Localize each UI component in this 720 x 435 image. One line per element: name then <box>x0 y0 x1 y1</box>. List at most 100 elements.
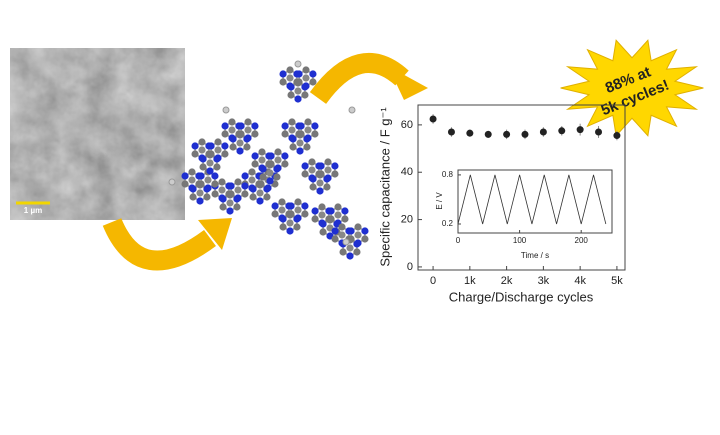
x-tick-label: 3k <box>538 275 550 287</box>
atom <box>308 166 316 174</box>
atom <box>191 142 199 150</box>
atom <box>273 173 281 181</box>
atom <box>258 148 266 156</box>
atom <box>189 185 197 193</box>
atom <box>266 169 274 177</box>
x-tick-label: 100 <box>513 236 527 245</box>
molecule <box>168 60 369 260</box>
atom <box>234 186 242 194</box>
atom <box>263 185 271 193</box>
atom <box>188 168 196 176</box>
atom <box>259 173 267 181</box>
atom <box>346 252 354 260</box>
point <box>466 129 474 137</box>
atom <box>331 162 339 170</box>
atom <box>309 183 317 191</box>
atom <box>228 118 236 126</box>
atom <box>354 231 362 239</box>
atom <box>346 244 354 252</box>
point <box>613 132 621 140</box>
atom <box>286 211 294 219</box>
atom <box>249 185 257 193</box>
point <box>539 128 547 136</box>
atom <box>251 130 259 138</box>
atom <box>279 215 287 223</box>
atom <box>219 195 227 203</box>
inset-x-label: Time / s <box>521 251 549 260</box>
atom <box>309 70 317 78</box>
atom <box>229 143 237 151</box>
atom <box>244 118 252 126</box>
atom <box>281 122 289 130</box>
atom <box>221 130 229 138</box>
atom <box>226 191 234 199</box>
atom <box>301 83 309 91</box>
atom <box>294 95 302 103</box>
atom <box>286 74 294 82</box>
atom <box>286 227 294 235</box>
atom <box>236 131 244 139</box>
atom <box>249 193 257 201</box>
atom <box>341 207 349 215</box>
point <box>595 128 603 136</box>
atom <box>318 203 326 211</box>
sem-texture <box>10 48 185 220</box>
atom <box>248 168 256 176</box>
y-tick-label: 0.8 <box>442 170 454 179</box>
atom <box>288 118 296 126</box>
atom <box>213 155 221 163</box>
atom <box>197 172 205 180</box>
atom <box>168 178 176 186</box>
starburst <box>560 39 704 137</box>
atom <box>279 70 287 78</box>
atom <box>199 155 207 163</box>
atom <box>294 87 302 95</box>
y-tick-label: 0.2 <box>442 219 454 228</box>
atom <box>206 151 214 159</box>
atom <box>293 215 301 223</box>
atom <box>222 106 230 114</box>
atom <box>271 210 279 218</box>
atom <box>199 163 207 171</box>
point <box>429 115 437 123</box>
atom <box>318 211 326 219</box>
atom <box>295 70 303 78</box>
atom <box>317 162 325 170</box>
atom <box>294 60 302 68</box>
atom <box>211 190 219 198</box>
atom <box>347 227 355 235</box>
atom <box>338 223 346 231</box>
atom <box>308 158 316 166</box>
arrows <box>102 53 428 271</box>
atom <box>316 179 324 187</box>
atom <box>196 197 204 205</box>
atom <box>309 78 317 86</box>
atom <box>196 181 204 189</box>
atom <box>241 182 249 190</box>
atom <box>236 139 244 147</box>
atom <box>213 163 221 171</box>
atom <box>236 147 244 155</box>
atom <box>203 185 211 193</box>
plot-frame <box>417 104 626 271</box>
atom <box>251 160 259 168</box>
atom <box>309 175 317 183</box>
atom <box>331 235 339 243</box>
atom <box>281 160 289 168</box>
atom <box>294 206 302 214</box>
atom <box>324 158 332 166</box>
y-axis-label: Specific capacitance / F g⁻¹ <box>377 107 392 267</box>
atom <box>243 135 251 143</box>
atom <box>189 193 197 201</box>
atom <box>266 177 274 185</box>
y-tick-label: 40 <box>401 166 413 178</box>
point <box>576 126 584 134</box>
atom <box>206 159 214 167</box>
atom <box>198 138 206 146</box>
x-axis-label: Charge/Discharge cycles <box>449 289 594 304</box>
inset-y-label: E / V <box>435 192 444 210</box>
atom <box>266 161 274 169</box>
atom <box>324 166 332 174</box>
atom <box>316 171 324 179</box>
